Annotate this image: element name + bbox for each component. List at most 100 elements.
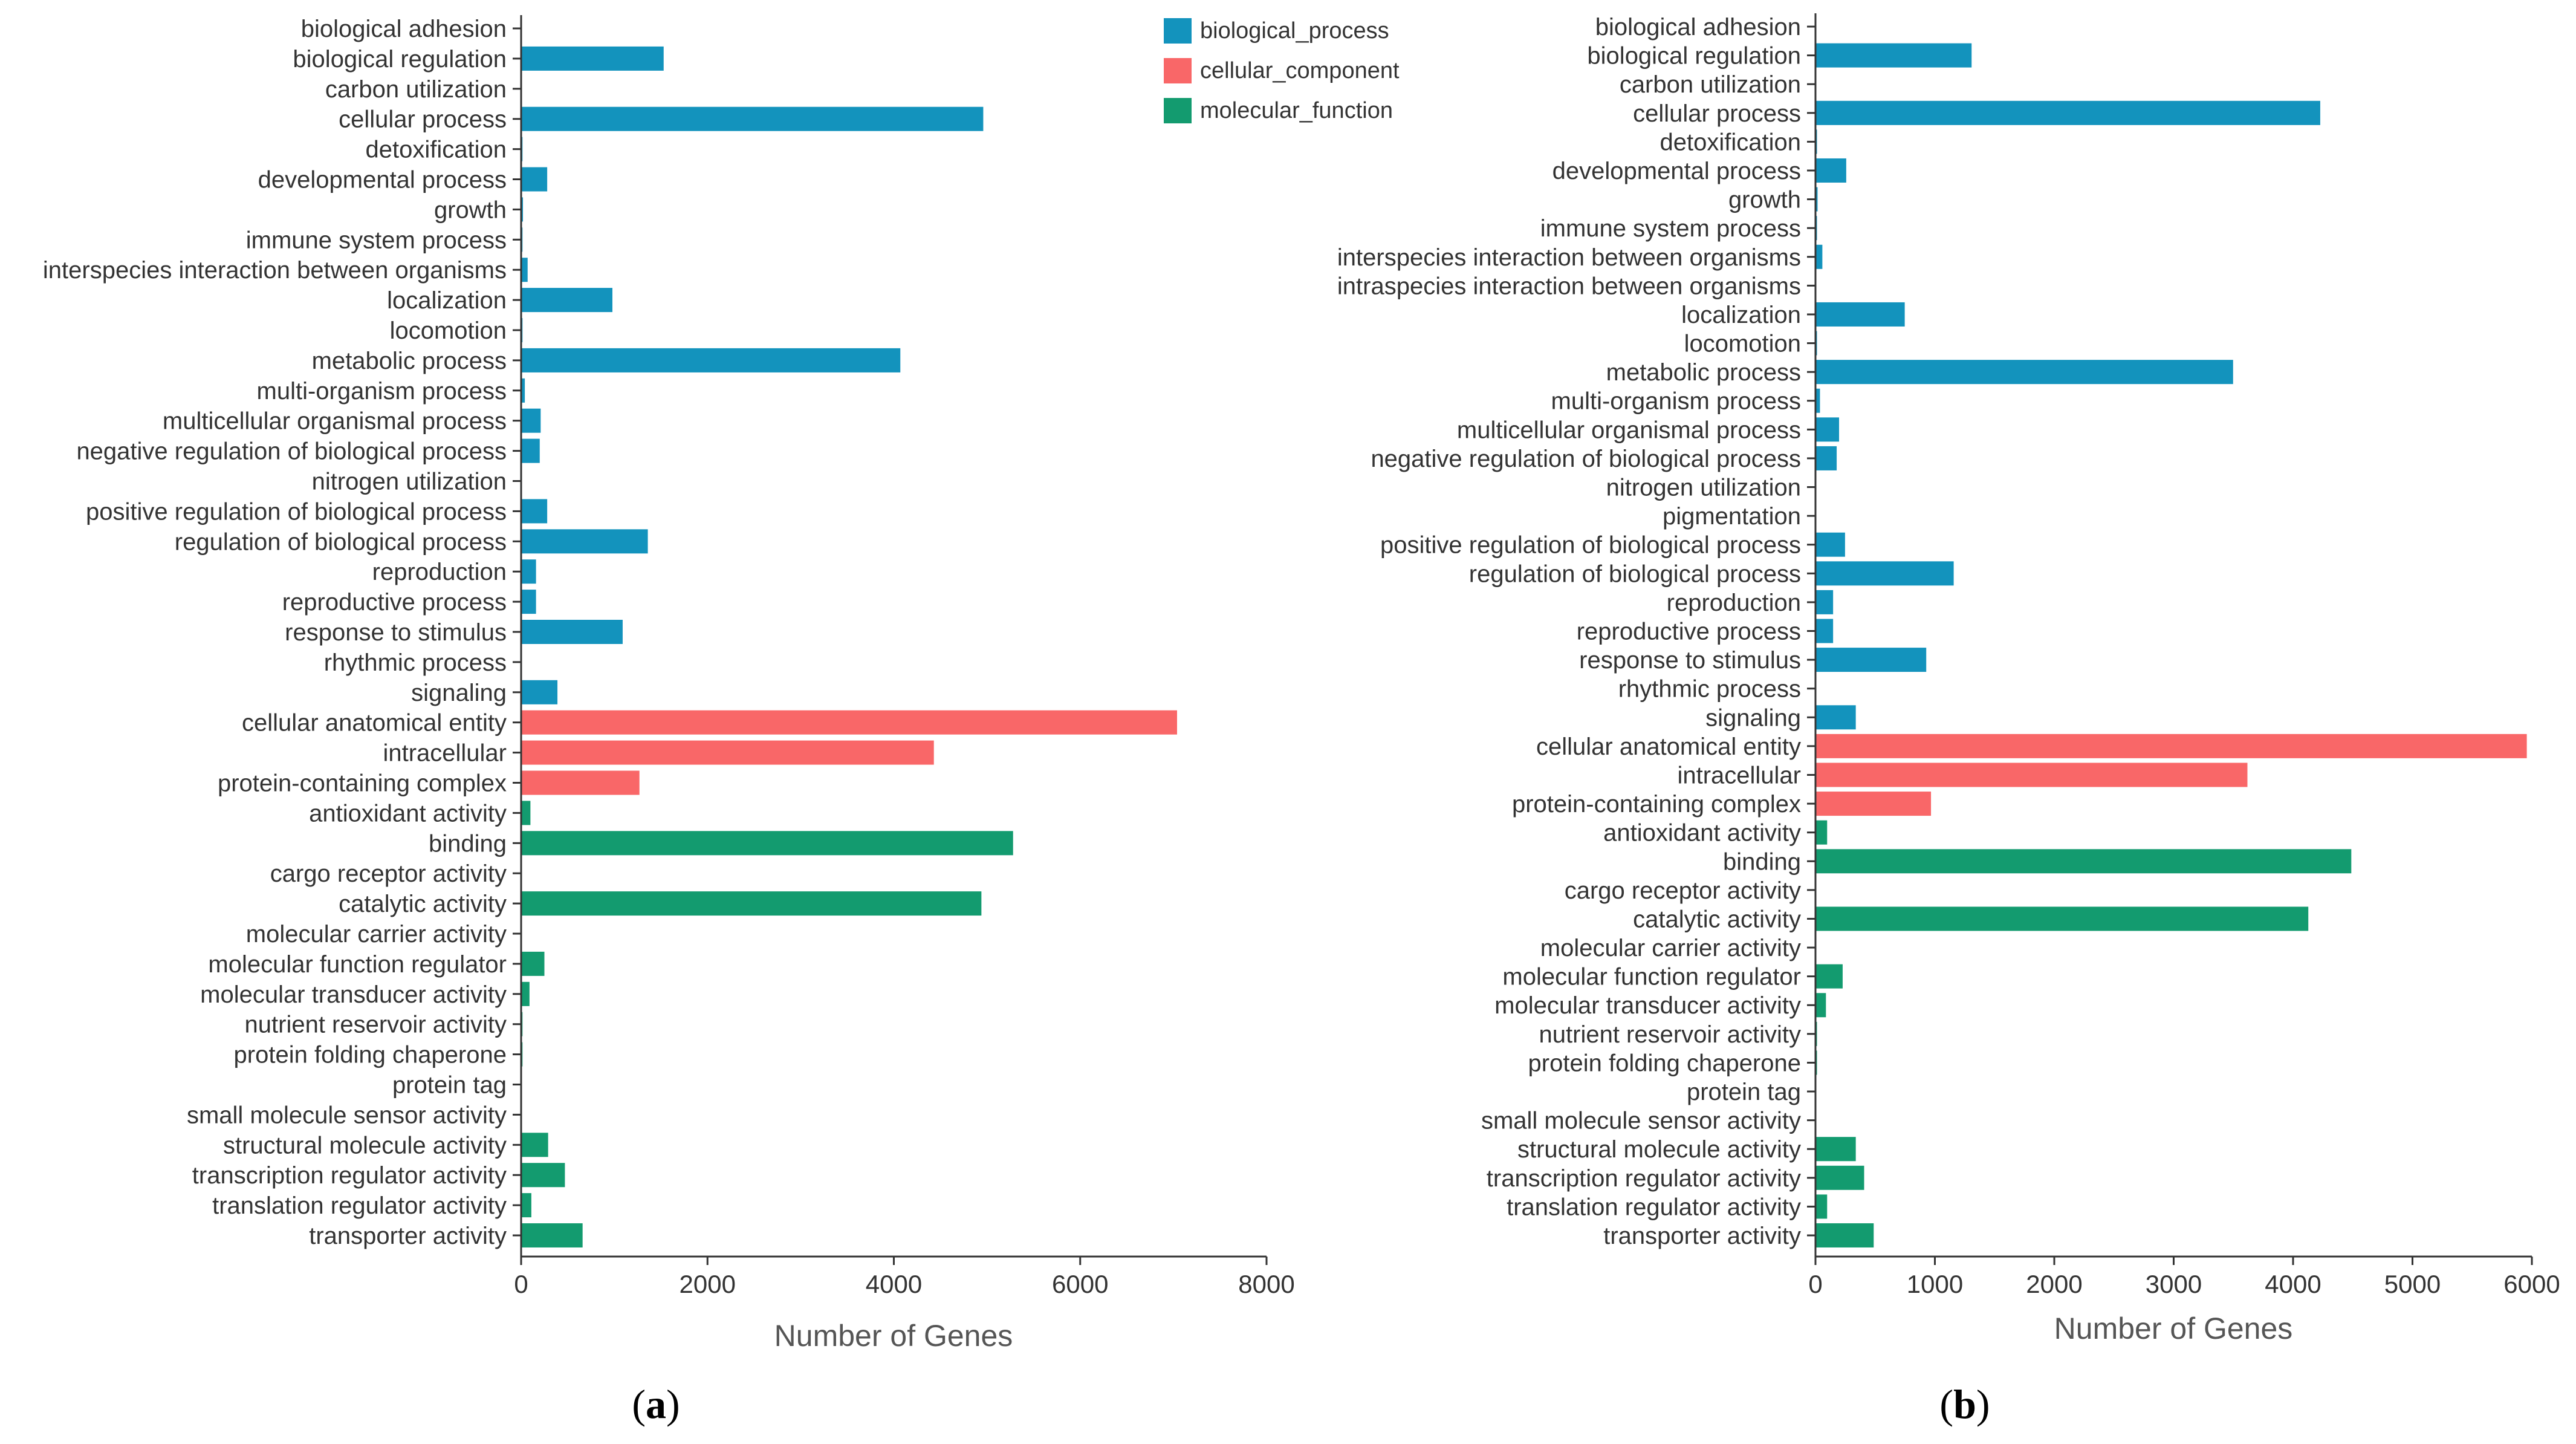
bar-positive-regulation-of-biological-process: [1816, 532, 1845, 557]
category-label-reproductive-process: reproductive process: [282, 589, 507, 616]
bar-molecular-transducer-activity: [1816, 993, 1826, 1018]
bar-structural-molecule-activity: [522, 1133, 548, 1157]
category-label-immune-system-process: immune system process: [1540, 215, 1801, 242]
bar-reproduction: [522, 559, 536, 584]
bar-transcription-regulator-activity: [1816, 1165, 1864, 1190]
category-label-antioxidant-activity: antioxidant activity: [1603, 820, 1801, 847]
category-label-protein-containing-complex: protein-containing complex: [218, 770, 507, 797]
panel-label-b-letter: b: [1953, 1381, 1976, 1427]
category-label-transporter-activity: transporter activity: [1603, 1223, 1801, 1249]
legend-swatch-biological-process: [1164, 18, 1192, 44]
category-label-signaling: signaling: [1705, 704, 1801, 731]
category-label-reproductive-process: reproductive process: [1577, 619, 1801, 645]
panel-label-b: (b): [1939, 1381, 1990, 1427]
category-label-detoxification: detoxification: [1660, 129, 1801, 155]
category-label-nutrient-reservoir-activity: nutrient reservoir activity: [245, 1012, 507, 1038]
bar-response-to-stimulus: [522, 620, 623, 644]
category-label-intracellular: intracellular: [1677, 762, 1801, 789]
category-label-multi-organism-process: multi-organism process: [257, 378, 507, 405]
category-label-transcription-regulator-activity: transcription regulator activity: [1487, 1165, 1801, 1192]
bar-antioxidant-activity: [522, 801, 531, 825]
bar-metabolic-process: [522, 348, 901, 372]
category-label-developmental-process: developmental process: [258, 167, 507, 194]
x-tick-label-0: 0: [1808, 1270, 1822, 1298]
category-label-molecular-transducer-activity: molecular transducer activity: [200, 981, 507, 1008]
bar-multi-organism-process: [522, 378, 525, 403]
bar-localization: [1816, 302, 1905, 327]
bar-multicellular-organismal-process: [1816, 417, 1840, 442]
category-label-antioxidant-activity: antioxidant activity: [309, 800, 507, 827]
bar-nutrient-reservoir-activity: [522, 1012, 523, 1036]
x-tick-label-1000: 1000: [1907, 1270, 1963, 1298]
category-label-protein-folding-chaperone: protein folding chaperone: [234, 1042, 507, 1068]
category-label-protein-tag: protein tag: [392, 1072, 507, 1099]
category-label-biological-adhesion: biological adhesion: [1595, 14, 1801, 41]
category-label-response-to-stimulus: response to stimulus: [285, 619, 507, 646]
bar-cellular-anatomical-entity: [522, 710, 1177, 735]
category-label-detoxification: detoxification: [366, 137, 507, 163]
category-label-reproduction: reproduction: [372, 559, 507, 585]
category-label-cellular-process: cellular process: [1633, 100, 1801, 127]
bar-regulation-of-biological-process: [1816, 561, 1954, 586]
bar-molecular-function-regulator: [522, 951, 545, 976]
category-label-interspecies-interaction-between-organisms: interspecies interaction between organis…: [1337, 244, 1801, 271]
category-label-growth: growth: [434, 197, 507, 223]
category-label-protein-tag: protein tag: [1687, 1079, 1801, 1105]
category-label-locomotion: locomotion: [390, 317, 507, 344]
bar-growth: [522, 197, 524, 222]
bar-negative-regulation-of-biological-process: [1816, 446, 1837, 470]
panel-label-a: (a): [632, 1381, 680, 1427]
category-label-biological-regulation: biological regulation: [1587, 43, 1801, 70]
category-label-negative-regulation-of-biological-process: negative regulation of biological proces…: [76, 438, 507, 465]
x-tick-label-2000: 2000: [2026, 1270, 2082, 1298]
category-label-transporter-activity: transporter activity: [309, 1223, 507, 1249]
bar-cellular-process: [522, 106, 984, 131]
category-label-metabolic-process: metabolic process: [312, 348, 507, 374]
category-label-positive-regulation-of-biological-process: positive regulation of biological proces…: [86, 498, 507, 525]
category-label-immune-system-process: immune system process: [246, 227, 507, 253]
bar-protein-folding-chaperone: [522, 1042, 523, 1067]
category-label-molecular-carrier-activity: molecular carrier activity: [246, 921, 507, 948]
bar-transporter-activity: [522, 1223, 583, 1247]
category-label-interspecies-interaction-between-organisms: interspecies interaction between organis…: [43, 257, 507, 284]
category-label-regulation-of-biological-process: regulation of biological process: [175, 528, 507, 555]
category-label-reproduction: reproduction: [1667, 590, 1801, 616]
bar-reproductive-process: [522, 590, 536, 614]
category-label-cargo-receptor-activity: cargo receptor activity: [1565, 877, 1801, 904]
bar-transporter-activity: [1816, 1223, 1874, 1247]
category-label-cellular-anatomical-entity: cellular anatomical entity: [242, 710, 507, 737]
category-label-binding: binding: [429, 830, 507, 857]
category-label-small-molecule-sensor-activity: small molecule sensor activity: [1481, 1108, 1801, 1134]
category-label-molecular-carrier-activity: molecular carrier activity: [1540, 935, 1801, 961]
x-axis-title: Number of Genes: [2054, 1312, 2293, 1345]
x-tick-label-3000: 3000: [2146, 1270, 2202, 1298]
bar-regulation-of-biological-process: [522, 529, 648, 554]
bar-translation-regulator-activity: [522, 1193, 531, 1218]
category-label-carbon-utilization: carbon utilization: [1620, 71, 1801, 98]
bar-developmental-process: [1816, 158, 1846, 183]
category-label-biological-regulation: biological regulation: [293, 46, 507, 73]
x-tick-label-5000: 5000: [2384, 1270, 2441, 1298]
panel-a-chart: biological adhesion biological regulation…: [43, 15, 1295, 1353]
legend-label-molecular-function: molecular_function: [1200, 98, 1393, 123]
bar-biological-regulation: [1816, 43, 1972, 68]
bar-translation-regulator-activity: [1816, 1194, 1828, 1219]
category-label-signaling: signaling: [411, 680, 507, 706]
x-tick-label-2000: 2000: [680, 1270, 736, 1298]
category-label-protein-folding-chaperone: protein folding chaperone: [1528, 1050, 1801, 1076]
category-label-molecular-transducer-activity: molecular transducer activity: [1494, 992, 1801, 1019]
category-label-response-to-stimulus: response to stimulus: [1579, 647, 1801, 674]
bar-signaling: [522, 680, 558, 704]
x-tick-label-0: 0: [514, 1270, 528, 1298]
category-label-multicellular-organismal-process: multicellular organismal process: [163, 408, 507, 435]
bar-catalytic-activity: [1816, 906, 2309, 931]
bar-multicellular-organismal-process: [522, 408, 541, 433]
category-label-developmental-process: developmental process: [1552, 158, 1801, 184]
bar-reproduction: [1816, 590, 1834, 614]
bar-immune-system-process: [522, 227, 523, 252]
bar-molecular-function-regulator: [1816, 964, 1843, 989]
bar-biological-regulation: [522, 46, 664, 71]
bar-interspecies-interaction-between-organisms: [1816, 244, 1823, 269]
